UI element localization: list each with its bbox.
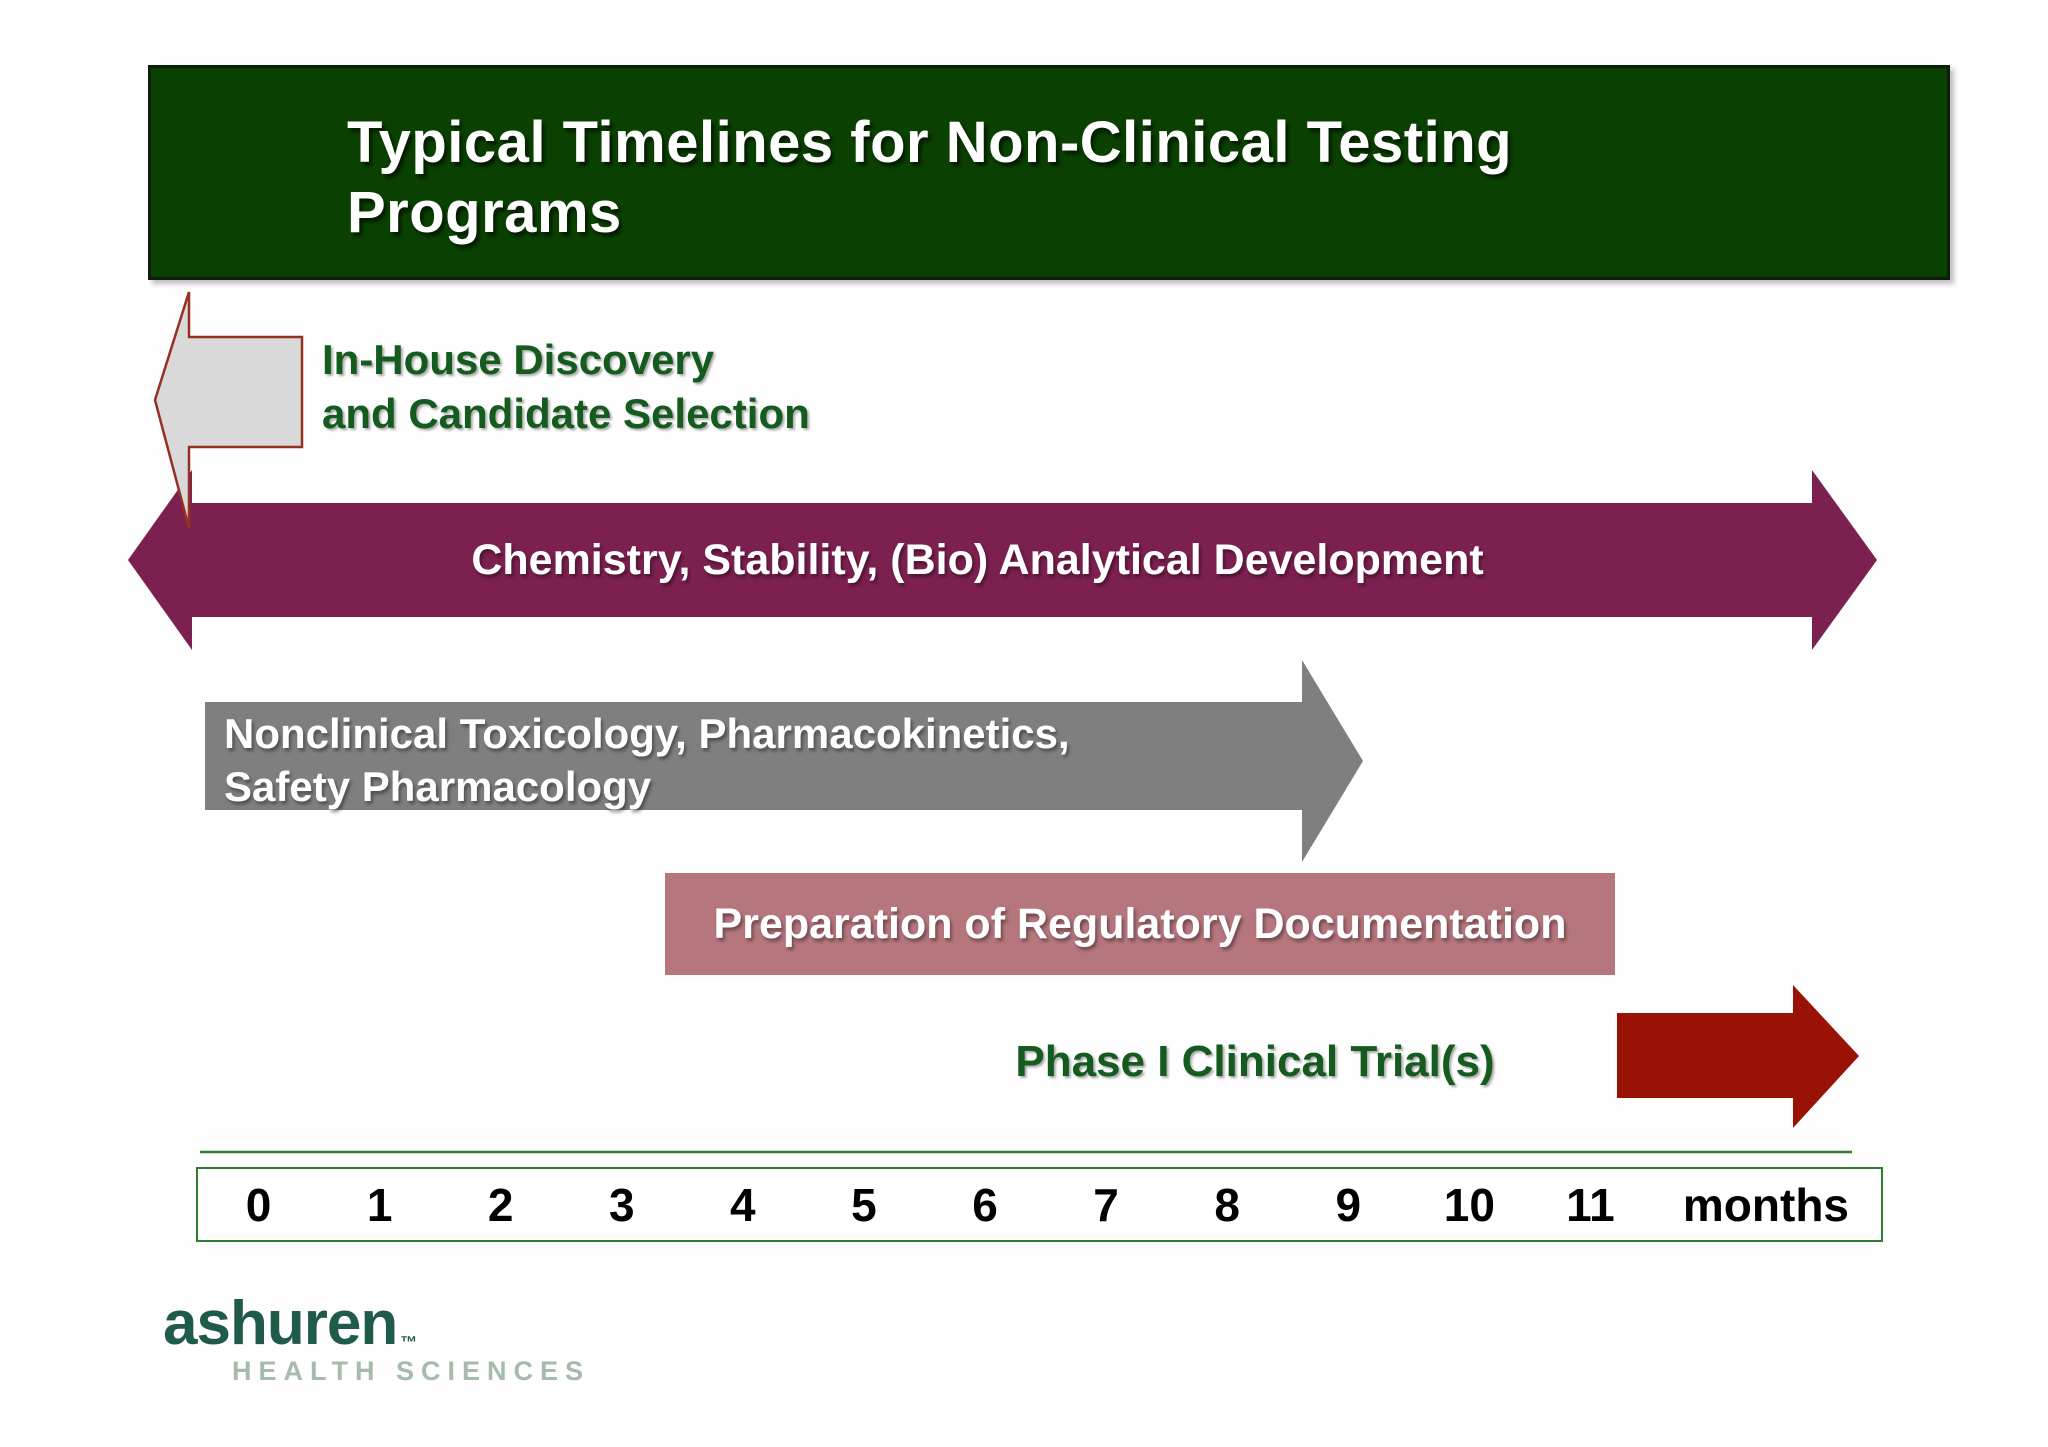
axis-tick-0: 0 — [245, 1178, 272, 1231]
discovery-arrow-shape — [153, 291, 304, 529]
documentation-bar-shape — [665, 873, 1615, 975]
company-logo: ashuren ™ — [163, 1288, 418, 1359]
axis-tick-6: 6 — [972, 1178, 998, 1231]
axis-tick-10: 10 — [1443, 1178, 1495, 1231]
axis-tick-2: 2 — [487, 1178, 514, 1231]
toxicology-arrow-shape — [205, 660, 1363, 862]
toxicology-label-line2: Safety Pharmacology — [224, 763, 652, 810]
logo-tagline: HEALTH SCIENCES — [232, 1356, 591, 1386]
axis-tick-5: 5 — [851, 1178, 877, 1231]
chemistry-double-arrow-shape — [128, 470, 1877, 650]
page-title-line2: Programs — [347, 180, 622, 245]
discovery-label: In-House Discovery and Candidate Selecti… — [322, 333, 810, 441]
axis-tick-11: 11 — [1566, 1178, 1615, 1231]
month-axis: 0 1 2 3 4 5 6 7 8 9 10 11 months — [196, 1167, 1883, 1242]
phase1-label: Phase I Clinical Trial(s) — [1015, 1037, 1495, 1086]
axis-unit-label: months — [1682, 1178, 1850, 1231]
axis-tick-3: 3 — [608, 1178, 635, 1231]
axis-tick-8: 8 — [1214, 1178, 1240, 1231]
trademark-symbol: ™ — [400, 1333, 418, 1352]
documentation-label: Preparation of Regulatory Documentation — [713, 900, 1567, 948]
axis-tick-4: 4 — [730, 1178, 756, 1231]
discovery-label-line2: and Candidate Selection — [322, 390, 810, 437]
chemistry-label: Chemistry, Stability, (Bio) Analytical D… — [471, 536, 1484, 584]
page-title-line1: Typical Timelines for Non-Clinical Testi… — [347, 110, 1513, 175]
toxicology-label-line1: Nonclinical Toxicology, Pharmacokinetics… — [224, 710, 1070, 757]
axis-tick-1: 1 — [366, 1178, 393, 1231]
discovery-label-line1: In-House Discovery — [322, 336, 715, 383]
toxicology-label: Nonclinical Toxicology, Pharmacokinetics… — [224, 707, 1070, 813]
phase1-arrow-shape — [1617, 985, 1859, 1128]
axis-tick-9: 9 — [1335, 1178, 1362, 1231]
axis-tick-7: 7 — [1093, 1178, 1119, 1231]
logo-wordmark: ashuren — [163, 1289, 398, 1358]
title-banner: Typical Timelines for Non-Clinical Testi… — [148, 65, 1950, 280]
